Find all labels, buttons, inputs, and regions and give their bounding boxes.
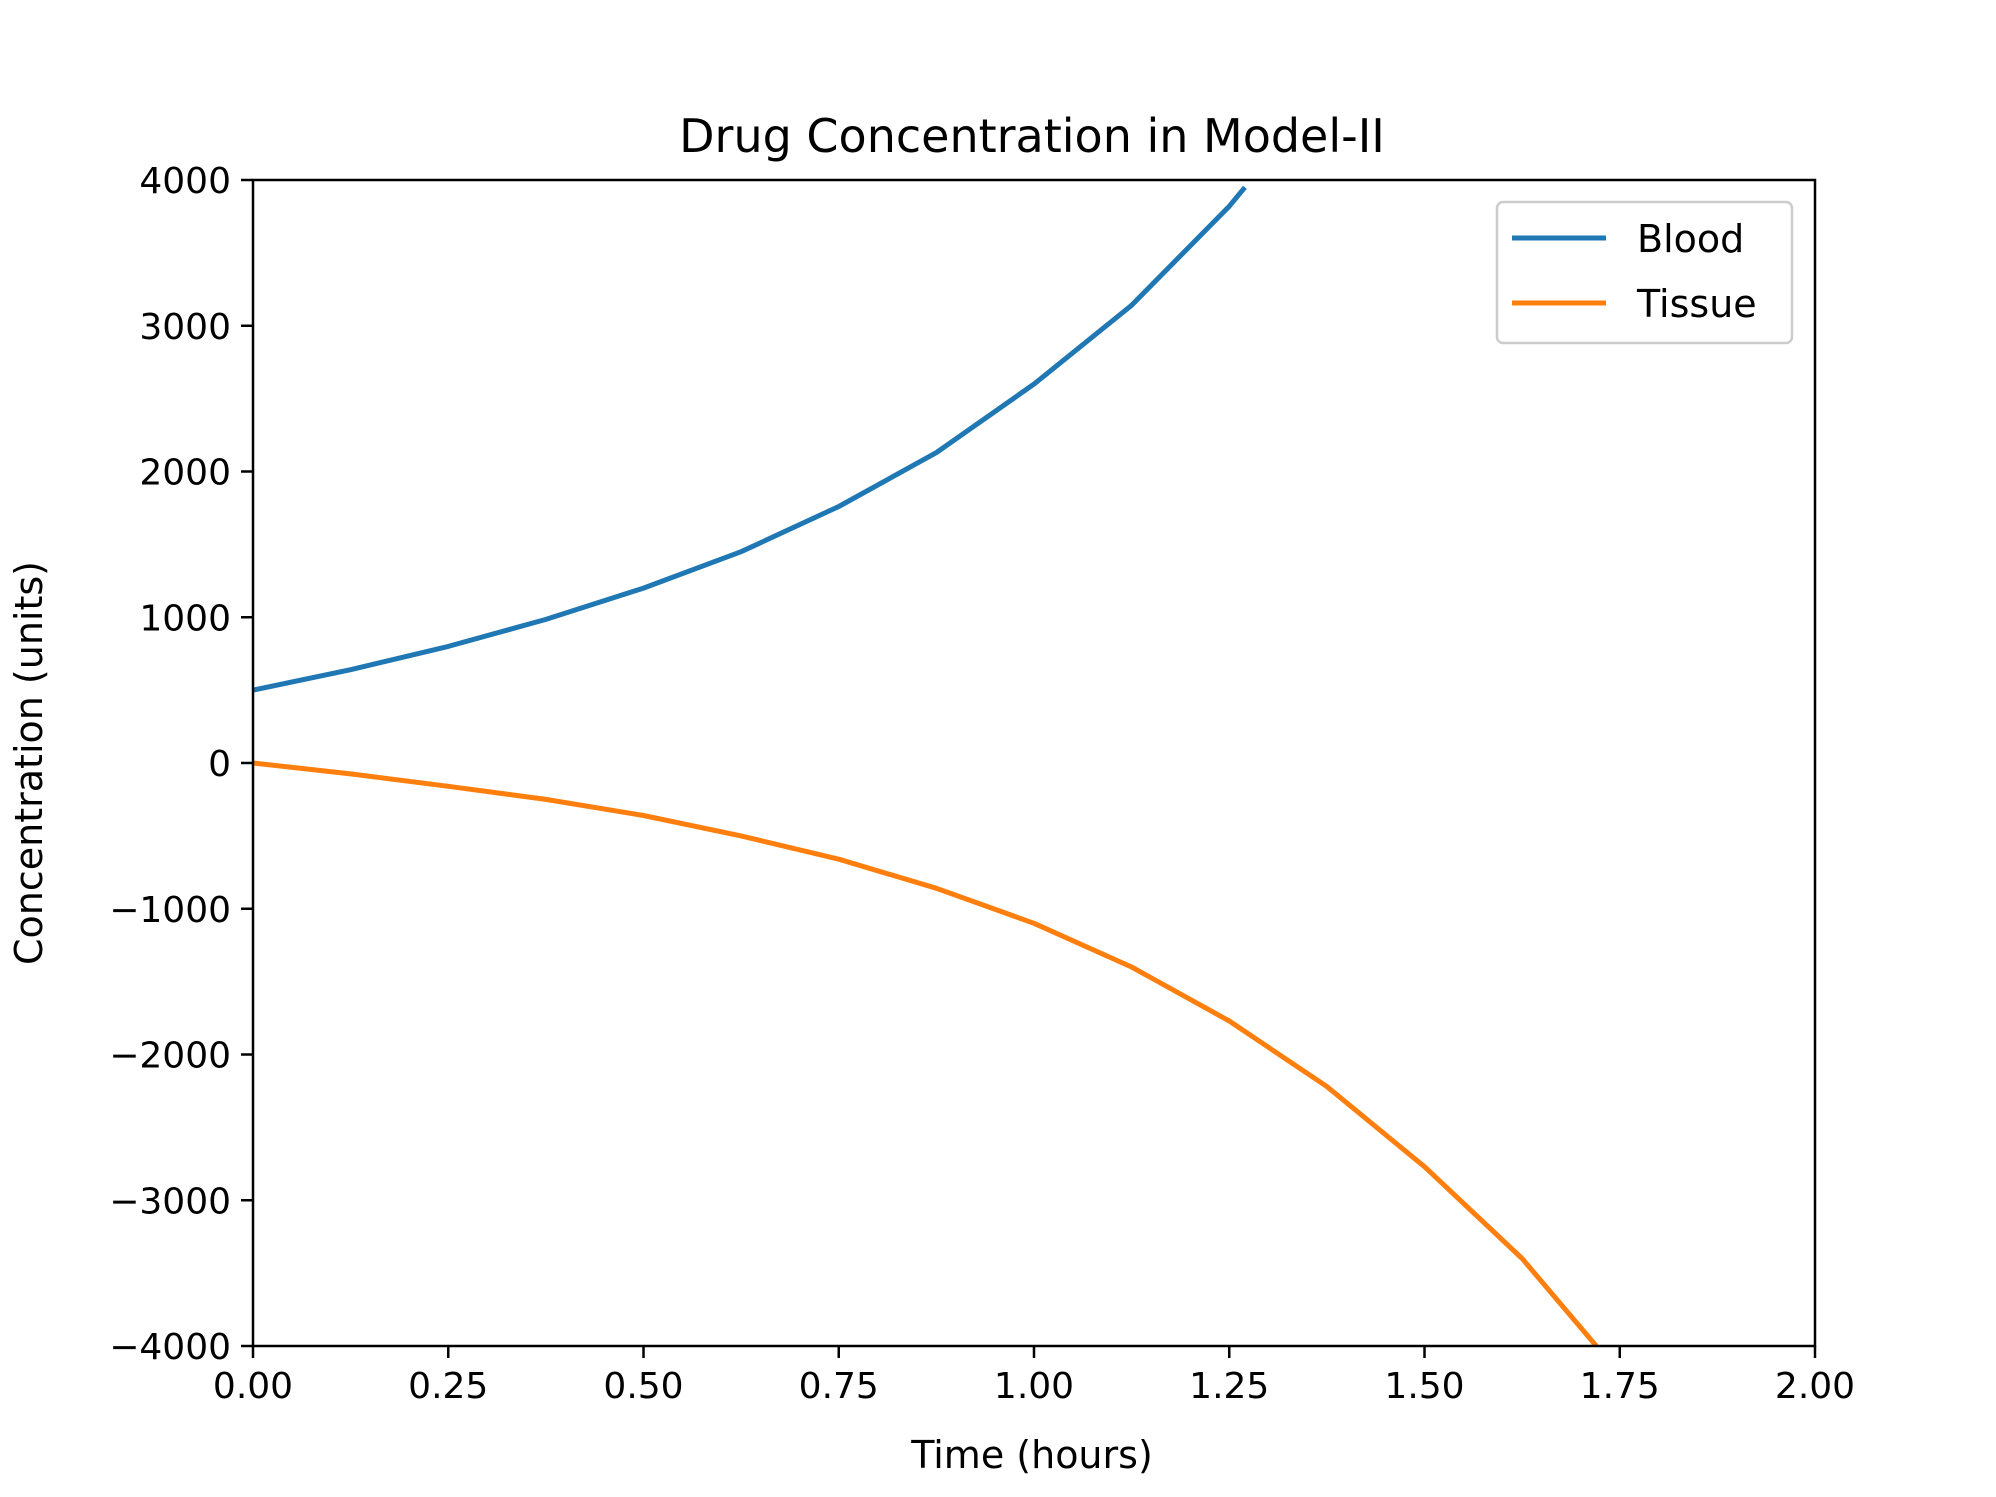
x-axis-title: Time (hours) xyxy=(910,1433,1153,1477)
series-line-tissue xyxy=(253,760,1599,1346)
y-tick-label: −1000 xyxy=(109,890,231,931)
y-tick-label: −2000 xyxy=(109,1036,231,1077)
y-tick-label: 1000 xyxy=(139,598,231,639)
y-tick-label: 3000 xyxy=(139,307,231,348)
y-tick-label: −4000 xyxy=(109,1327,231,1368)
x-tick-label: 2.00 xyxy=(1775,1366,1855,1407)
x-tick-label: 1.75 xyxy=(1580,1366,1660,1407)
y-tick-label: −3000 xyxy=(109,1181,231,1222)
x-tick-label: 0.75 xyxy=(799,1366,879,1407)
plot-area-frame xyxy=(251,178,1817,1348)
x-tick-label: 0.25 xyxy=(408,1366,488,1407)
legend-label-blood: Blood xyxy=(1637,217,1744,261)
series-line-blood xyxy=(253,185,1247,693)
x-tick-label: 1.50 xyxy=(1384,1366,1464,1407)
y-axis: 4000 3000 2000 1000 0 −1000 −2000 −3000 −4000 xyxy=(109,161,253,1368)
y-tick-label: 0 xyxy=(208,744,231,785)
y-tick-label: 4000 xyxy=(139,161,231,202)
legend-label-tissue: Tissue xyxy=(1636,282,1757,326)
y-axis-title: Concentration (units) xyxy=(7,561,51,965)
y-tick-label: 2000 xyxy=(139,453,231,494)
x-tick-label: 0.00 xyxy=(213,1366,293,1407)
x-tick-label: 1.25 xyxy=(1189,1366,1269,1407)
series-layer xyxy=(253,185,1599,1346)
x-tick-label: 1.00 xyxy=(994,1366,1074,1407)
x-axis: 0.00 0.25 0.50 0.75 1.00 1.25 1.50 1.75 2.00 xyxy=(213,1346,1855,1407)
chart-title: Drug Concentration in Model-II xyxy=(679,109,1385,163)
legend: Blood Tissue xyxy=(1495,200,1794,345)
x-tick-label: 0.50 xyxy=(603,1366,683,1407)
